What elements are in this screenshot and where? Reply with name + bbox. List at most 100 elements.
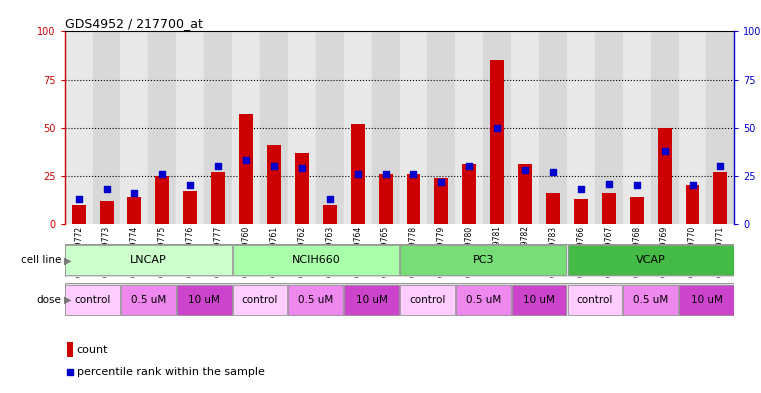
Bar xyxy=(344,285,399,315)
Bar xyxy=(574,199,588,224)
Bar xyxy=(155,176,169,224)
Bar xyxy=(65,285,120,315)
Text: ▶: ▶ xyxy=(64,255,72,265)
Text: 0.5 uM: 0.5 uM xyxy=(131,295,166,305)
Text: NCIH660: NCIH660 xyxy=(291,255,340,265)
Bar xyxy=(121,285,176,315)
Bar xyxy=(379,174,393,224)
Point xyxy=(352,171,364,177)
Bar xyxy=(72,205,85,224)
Point xyxy=(240,157,252,163)
Bar xyxy=(400,245,566,275)
Bar xyxy=(93,31,120,224)
Text: dose: dose xyxy=(36,295,61,305)
Bar xyxy=(204,31,232,224)
Text: count: count xyxy=(77,345,108,355)
Bar xyxy=(177,31,204,224)
Text: PC3: PC3 xyxy=(473,255,494,265)
Bar xyxy=(128,197,142,224)
Text: GDS4952 / 217700_at: GDS4952 / 217700_at xyxy=(65,17,202,30)
Point xyxy=(64,369,76,375)
Bar xyxy=(714,172,728,224)
Bar xyxy=(406,174,420,224)
Bar xyxy=(595,31,622,224)
Bar xyxy=(67,342,74,358)
Bar xyxy=(100,201,113,224)
Point xyxy=(72,196,84,202)
Bar xyxy=(686,185,699,224)
Point xyxy=(184,182,196,189)
Text: 10 uM: 10 uM xyxy=(188,295,220,305)
Bar xyxy=(288,285,343,315)
Point xyxy=(129,190,141,196)
Bar xyxy=(435,178,448,224)
Point xyxy=(268,163,280,169)
Bar xyxy=(371,31,400,224)
Text: 10 uM: 10 uM xyxy=(355,295,387,305)
Bar xyxy=(706,31,734,224)
Bar xyxy=(539,31,567,224)
Bar xyxy=(483,31,511,224)
Bar xyxy=(400,285,455,315)
Text: 10 uM: 10 uM xyxy=(523,295,555,305)
Bar xyxy=(267,145,281,224)
Point xyxy=(658,148,670,154)
Bar xyxy=(177,285,231,315)
Point xyxy=(491,125,503,131)
Bar xyxy=(658,128,672,224)
Point xyxy=(100,186,113,193)
Bar xyxy=(323,205,336,224)
Bar xyxy=(316,31,344,224)
Bar xyxy=(463,164,476,224)
Bar xyxy=(120,31,148,224)
Point xyxy=(296,165,308,171)
Bar xyxy=(511,31,539,224)
Point xyxy=(715,163,727,169)
Point xyxy=(686,182,699,189)
Bar xyxy=(233,285,288,315)
Bar xyxy=(428,31,455,224)
Point xyxy=(575,186,587,193)
Text: ▶: ▶ xyxy=(64,295,72,305)
Bar xyxy=(456,285,511,315)
Bar xyxy=(344,31,371,224)
Bar xyxy=(567,31,595,224)
Bar xyxy=(568,285,622,315)
Bar xyxy=(651,31,679,224)
Point xyxy=(407,171,419,177)
Point xyxy=(519,167,531,173)
Text: control: control xyxy=(577,295,613,305)
Bar xyxy=(260,31,288,224)
Text: 0.5 uM: 0.5 uM xyxy=(633,295,668,305)
Bar xyxy=(233,245,399,275)
Bar xyxy=(602,193,616,224)
Point xyxy=(212,163,224,169)
Bar xyxy=(148,31,177,224)
Text: control: control xyxy=(242,295,279,305)
Bar xyxy=(679,285,734,315)
Point xyxy=(435,178,447,185)
Bar xyxy=(630,197,644,224)
Text: control: control xyxy=(409,295,446,305)
Point xyxy=(463,163,476,169)
Bar xyxy=(351,124,365,224)
Text: LNCAP: LNCAP xyxy=(130,255,167,265)
Point xyxy=(547,169,559,175)
Bar xyxy=(511,285,566,315)
Point xyxy=(380,171,392,177)
Bar xyxy=(622,31,651,224)
Bar xyxy=(568,245,734,275)
Point xyxy=(156,171,168,177)
Bar xyxy=(65,245,231,275)
Bar xyxy=(518,164,532,224)
Bar xyxy=(400,31,428,224)
Bar xyxy=(183,191,197,224)
Text: percentile rank within the sample: percentile rank within the sample xyxy=(77,367,265,377)
Bar xyxy=(212,172,225,224)
Bar xyxy=(623,285,678,315)
Bar xyxy=(295,153,309,224)
Point xyxy=(323,196,336,202)
Point xyxy=(631,182,643,189)
Bar xyxy=(288,31,316,224)
Bar xyxy=(65,31,93,224)
